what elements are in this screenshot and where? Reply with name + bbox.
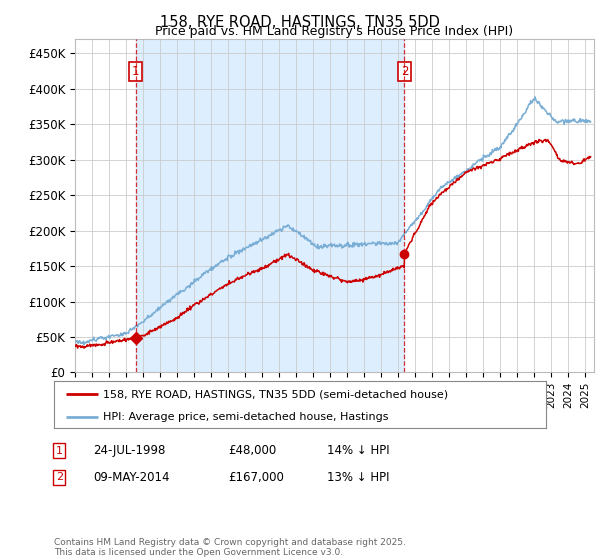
Text: 13% ↓ HPI: 13% ↓ HPI: [327, 470, 389, 484]
Text: 14% ↓ HPI: 14% ↓ HPI: [327, 444, 389, 458]
Text: £48,000: £48,000: [228, 444, 276, 458]
Text: HPI: Average price, semi-detached house, Hastings: HPI: Average price, semi-detached house,…: [103, 412, 389, 422]
Text: 1: 1: [56, 446, 63, 456]
Text: 1: 1: [132, 64, 139, 78]
Text: 09-MAY-2014: 09-MAY-2014: [93, 470, 170, 484]
Title: Price paid vs. HM Land Registry's House Price Index (HPI): Price paid vs. HM Land Registry's House …: [155, 25, 514, 38]
Text: 158, RYE ROAD, HASTINGS, TN35 5DD: 158, RYE ROAD, HASTINGS, TN35 5DD: [160, 15, 440, 30]
Text: 2: 2: [401, 64, 408, 78]
Text: £167,000: £167,000: [228, 470, 284, 484]
Text: 24-JUL-1998: 24-JUL-1998: [93, 444, 166, 458]
Text: 158, RYE ROAD, HASTINGS, TN35 5DD (semi-detached house): 158, RYE ROAD, HASTINGS, TN35 5DD (semi-…: [103, 389, 448, 399]
Text: Contains HM Land Registry data © Crown copyright and database right 2025.
This d: Contains HM Land Registry data © Crown c…: [54, 538, 406, 557]
Text: 2: 2: [56, 472, 63, 482]
